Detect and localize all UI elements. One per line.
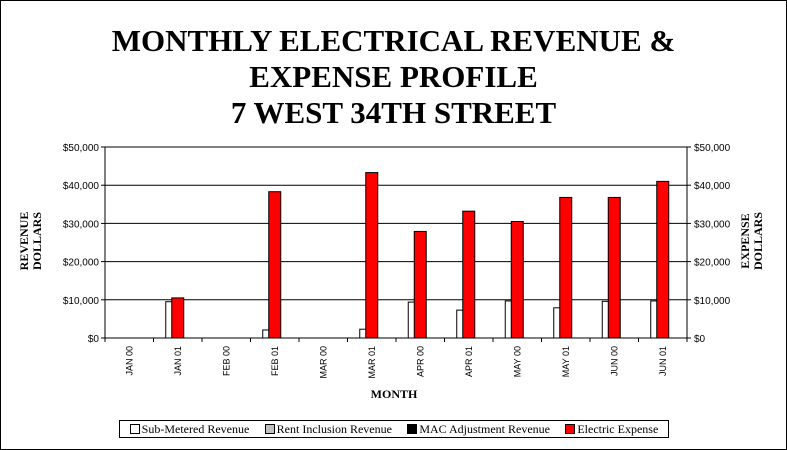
- x-tick-label: APR 00: [415, 346, 425, 377]
- legend-label-mac-adjustment: MAC Adjustment Revenue: [419, 421, 550, 436]
- plot-area: [105, 147, 687, 338]
- legend: Sub-Metered Revenue Rent Inclusion Reven…: [119, 420, 669, 438]
- x-tick-label: FEB 00: [221, 346, 231, 376]
- x-tick-label: MAR 01: [367, 346, 377, 379]
- x-axis-title: MONTH: [370, 387, 418, 401]
- legend-label-rent-inclusion: Rent Inclusion Revenue: [276, 421, 392, 436]
- legend-label-electric-expense: Electric Expense: [577, 421, 659, 436]
- left-tick-label: $10,000: [63, 296, 100, 307]
- left-tick-label: $0: [88, 334, 100, 345]
- bar-electric-expense: [171, 297, 185, 339]
- x-tick-label: MAY 01: [561, 346, 571, 377]
- legend-swatch-rent-inclusion: [264, 424, 275, 434]
- left-tick-label: $40,000: [63, 181, 100, 192]
- title-line-3: 7 WEST 34TH STREET: [230, 95, 557, 130]
- bar-electric-expense: [413, 230, 427, 339]
- bar-electric-expense: [462, 210, 476, 339]
- left-tick-label: $20,000: [63, 258, 100, 269]
- bar-electric-expense: [268, 191, 282, 339]
- bar-electric-expense: [656, 180, 670, 339]
- x-tick-label: JAN 01: [173, 346, 183, 376]
- right-tick-label: $0: [694, 334, 706, 345]
- legend-swatch-mac-adjustment: [407, 424, 418, 434]
- right-tick-label: $30,000: [694, 219, 731, 230]
- chart-title: MONTHLY ELECTRICAL REVENUE & EXPENSE PRO…: [1, 23, 786, 131]
- x-tick-label: JAN 00: [124, 346, 134, 376]
- title-line-1: MONTHLY ELECTRICAL REVENUE &: [111, 23, 676, 58]
- x-tick-label: APR 01: [464, 346, 474, 377]
- right-tick-label: $20,000: [694, 258, 731, 269]
- legend-swatch-electric-expense: [565, 424, 576, 434]
- right-tick-label: $50,000: [694, 143, 731, 154]
- bar-electric-expense: [607, 196, 621, 339]
- legend-item-sub-metered: Sub-Metered Revenue: [129, 421, 250, 437]
- bar-electric-expense: [559, 196, 573, 339]
- x-tick-label: JUN 00: [609, 346, 619, 376]
- x-tick-label: MAY 00: [512, 346, 522, 377]
- x-tick-label: MAR 00: [318, 346, 328, 379]
- legend-item-electric-expense: Electric Expense: [565, 422, 658, 437]
- bar-chart: $0 $0 $10,000 $10,000 $20,000 $20,000 $30,000 $…: [63, 143, 731, 379]
- title-line-2: EXPENSE PROFILE: [249, 59, 538, 94]
- left-tick-label: $50,000: [63, 143, 100, 154]
- x-tick-label: JUN 01: [658, 346, 668, 376]
- x-tick-label: FEB 01: [270, 346, 280, 376]
- bar-electric-expense: [365, 172, 379, 339]
- right-tick-label: $40,000: [694, 181, 731, 192]
- legend-swatch-sub-metered: [129, 424, 140, 434]
- bar-electric-expense: [510, 220, 524, 339]
- right-tick-label: $10,000: [694, 296, 731, 307]
- left-tick-label: $30,000: [63, 219, 100, 230]
- legend-label-sub-metered: Sub-Metered Revenue: [141, 421, 250, 436]
- legend-item-rent-inclusion: Rent Inclusion Revenue: [264, 421, 392, 437]
- legend-item-mac-adjustment: MAC Adjustment Revenue: [407, 422, 550, 437]
